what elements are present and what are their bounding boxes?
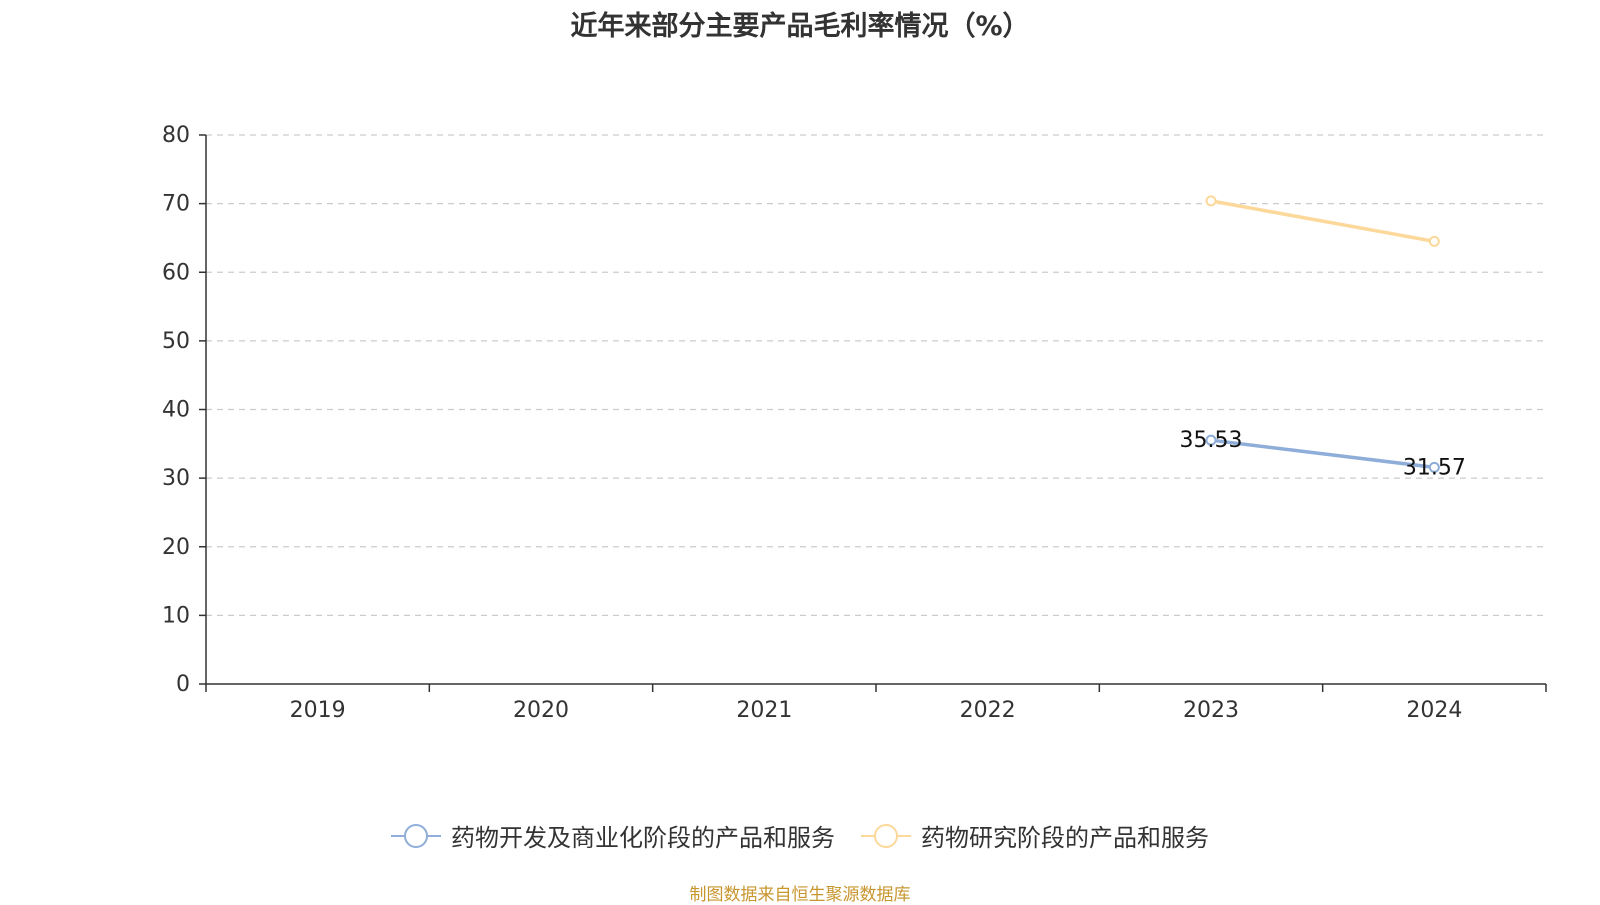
legend-marker-icon bbox=[861, 823, 911, 849]
legend-marker-icon bbox=[391, 823, 441, 849]
data-point bbox=[1205, 434, 1217, 446]
data-label: 35.53 bbox=[1180, 428, 1243, 453]
y-tick-label: 70 bbox=[162, 192, 190, 217]
series-lines bbox=[1205, 195, 1440, 473]
y-tick-label: 40 bbox=[162, 398, 190, 423]
data-label: 31.57 bbox=[1403, 455, 1466, 480]
x-tick-label: 2020 bbox=[513, 698, 569, 723]
chart-title: 近年来部分主要产品毛利率情况（%） bbox=[570, 11, 1030, 42]
x-tick-label: 2022 bbox=[960, 698, 1016, 723]
data-point bbox=[1428, 235, 1440, 247]
y-tick-label: 30 bbox=[162, 466, 190, 491]
legend-item-development[interactable]: 药物开发及商业化阶段的产品和服务 bbox=[391, 818, 835, 853]
x-tick-label: 2021 bbox=[736, 698, 792, 723]
series-line bbox=[1210, 438, 1435, 470]
x-tick-label: 2019 bbox=[290, 698, 346, 723]
data-labels: 35.53 31.57 bbox=[1180, 428, 1466, 480]
y-tick-label: 50 bbox=[162, 329, 190, 354]
y-tick-label: 0 bbox=[176, 672, 190, 697]
y-tick-label: 10 bbox=[162, 603, 190, 628]
tick-labels: 0 10 20 30 40 50 60 70 80 2019 2020 2021 2022 2023 202… bbox=[162, 123, 1462, 723]
data-point bbox=[1428, 461, 1440, 473]
legend-label: 药物研究阶段的产品和服务 bbox=[921, 824, 1209, 852]
x-tick-label: 2023 bbox=[1183, 698, 1239, 723]
y-tick-label: 20 bbox=[162, 535, 190, 560]
x-tick-label: 2024 bbox=[1406, 698, 1462, 723]
source-note: 制图数据来自恒生聚源数据库 bbox=[689, 885, 911, 905]
legend: 药物开发及商业化阶段的产品和服务 药物研究阶段的产品和服务 bbox=[0, 818, 1600, 853]
axes bbox=[199, 134, 1547, 692]
y-tick-label: 80 bbox=[162, 123, 190, 148]
series-line bbox=[1210, 199, 1435, 244]
legend-item-research[interactable]: 药物研究阶段的产品和服务 bbox=[861, 818, 1209, 853]
y-tick-label: 60 bbox=[162, 260, 190, 285]
data-point bbox=[1205, 195, 1217, 207]
legend-label: 药物开发及商业化阶段的产品和服务 bbox=[451, 824, 835, 852]
grid-lines bbox=[206, 134, 1546, 616]
